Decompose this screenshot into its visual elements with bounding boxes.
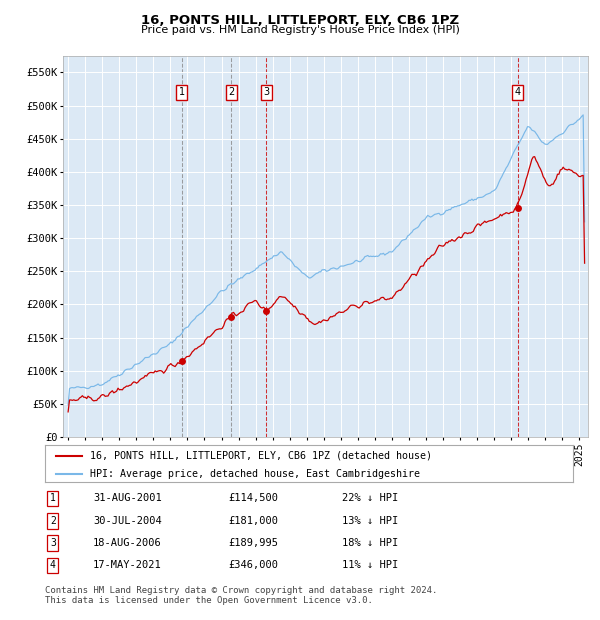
Text: Contains HM Land Registry data © Crown copyright and database right 2024.
This d: Contains HM Land Registry data © Crown c… <box>45 586 437 605</box>
Text: £189,995: £189,995 <box>228 538 278 548</box>
Text: 1: 1 <box>179 87 185 97</box>
Text: £346,000: £346,000 <box>228 560 278 570</box>
Text: 18% ↓ HPI: 18% ↓ HPI <box>342 538 398 548</box>
Text: 2: 2 <box>50 516 56 526</box>
Text: 4: 4 <box>50 560 56 570</box>
Text: HPI: Average price, detached house, East Cambridgeshire: HPI: Average price, detached house, East… <box>90 469 420 479</box>
Text: 22% ↓ HPI: 22% ↓ HPI <box>342 494 398 503</box>
Text: 3: 3 <box>50 538 56 548</box>
Text: 30-JUL-2004: 30-JUL-2004 <box>93 516 162 526</box>
Text: Price paid vs. HM Land Registry's House Price Index (HPI): Price paid vs. HM Land Registry's House … <box>140 25 460 35</box>
Text: 18-AUG-2006: 18-AUG-2006 <box>93 538 162 548</box>
Text: 11% ↓ HPI: 11% ↓ HPI <box>342 560 398 570</box>
Text: 31-AUG-2001: 31-AUG-2001 <box>93 494 162 503</box>
Text: 1: 1 <box>50 494 56 503</box>
Text: 3: 3 <box>263 87 269 97</box>
Text: 4: 4 <box>515 87 521 97</box>
Text: £114,500: £114,500 <box>228 494 278 503</box>
Text: 13% ↓ HPI: 13% ↓ HPI <box>342 516 398 526</box>
Text: 2: 2 <box>228 87 235 97</box>
Text: £181,000: £181,000 <box>228 516 278 526</box>
Text: 16, PONTS HILL, LITTLEPORT, ELY, CB6 1PZ: 16, PONTS HILL, LITTLEPORT, ELY, CB6 1PZ <box>141 14 459 27</box>
Text: 16, PONTS HILL, LITTLEPORT, ELY, CB6 1PZ (detached house): 16, PONTS HILL, LITTLEPORT, ELY, CB6 1PZ… <box>90 451 432 461</box>
Text: 17-MAY-2021: 17-MAY-2021 <box>93 560 162 570</box>
